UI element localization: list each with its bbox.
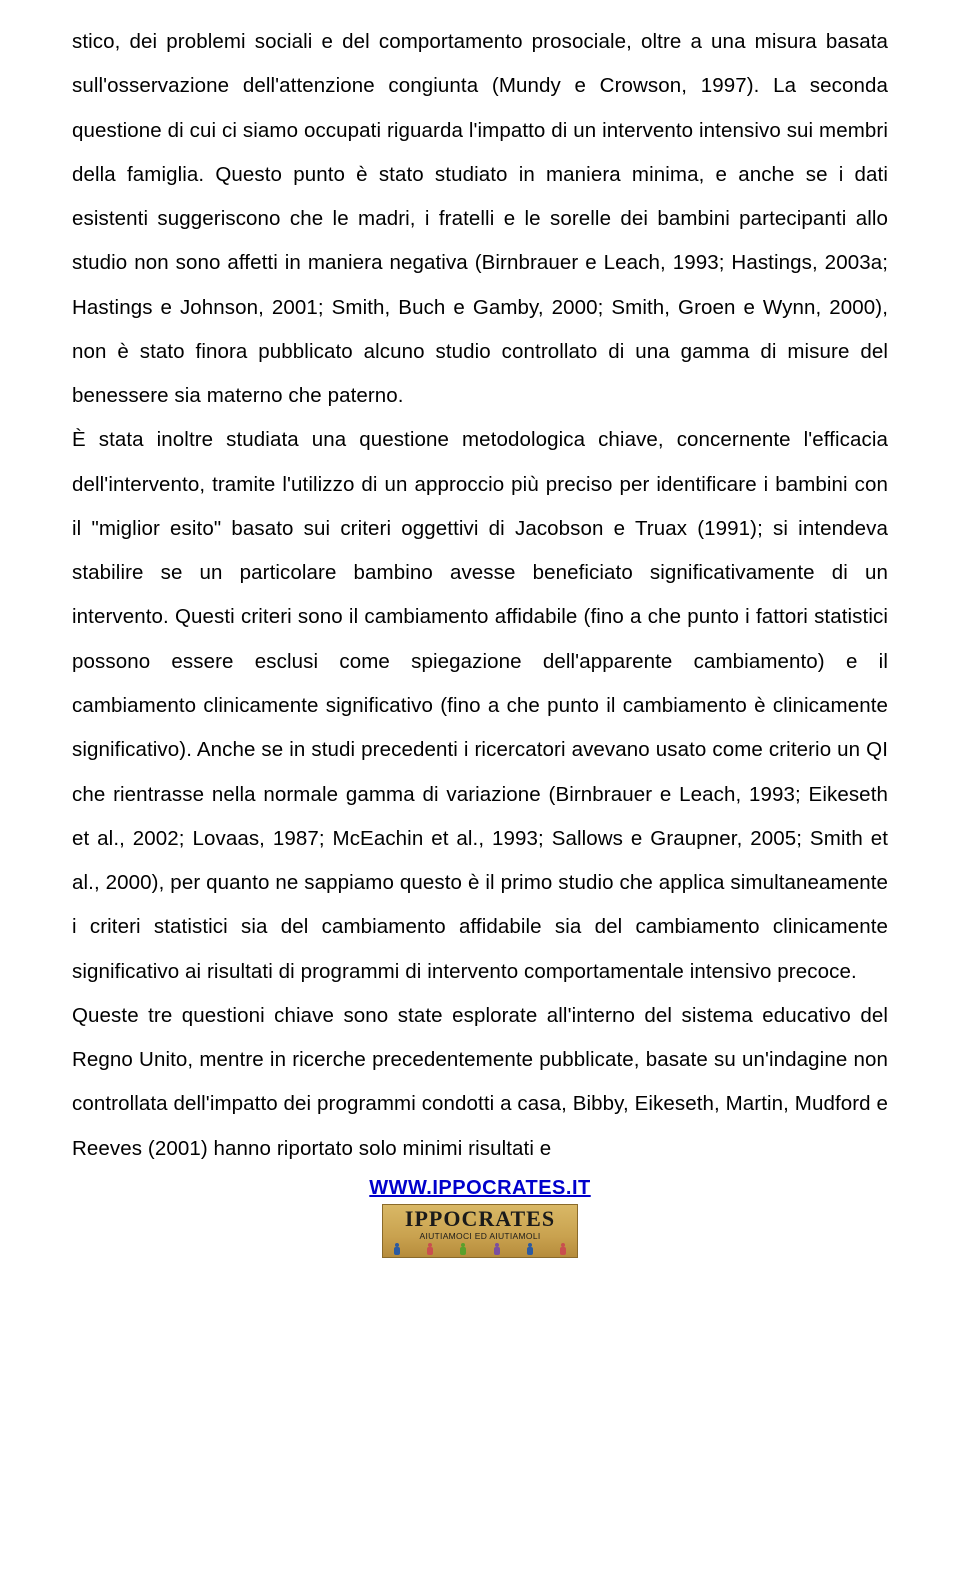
body-text: stico, dei problemi sociali e del compor… xyxy=(72,20,888,1171)
logo-figure-icon xyxy=(526,1243,534,1255)
logo-subtitle: AIUTIAMOCI ED AIUTIAMOLI xyxy=(383,1232,577,1241)
logo-figures xyxy=(383,1243,577,1255)
document-page: stico, dei problemi sociali e del compor… xyxy=(0,0,960,1576)
logo-ippocrates: IPPOCRATES AIUTIAMOCI ED AIUTIAMOLI xyxy=(382,1204,578,1258)
logo-figure-icon xyxy=(393,1243,401,1255)
footer: WWW.IPPOCRATES.IT xyxy=(72,1177,888,1200)
logo-wrap: IPPOCRATES AIUTIAMOCI ED AIUTIAMOLI xyxy=(72,1204,888,1258)
logo-figure-icon xyxy=(459,1243,467,1255)
footer-link[interactable]: WWW.IPPOCRATES.IT xyxy=(369,1177,590,1200)
logo-figure-icon xyxy=(426,1243,434,1255)
logo-title: IPPOCRATES xyxy=(383,1208,577,1230)
logo-figure-icon xyxy=(493,1243,501,1255)
logo-figure-icon xyxy=(559,1243,567,1255)
